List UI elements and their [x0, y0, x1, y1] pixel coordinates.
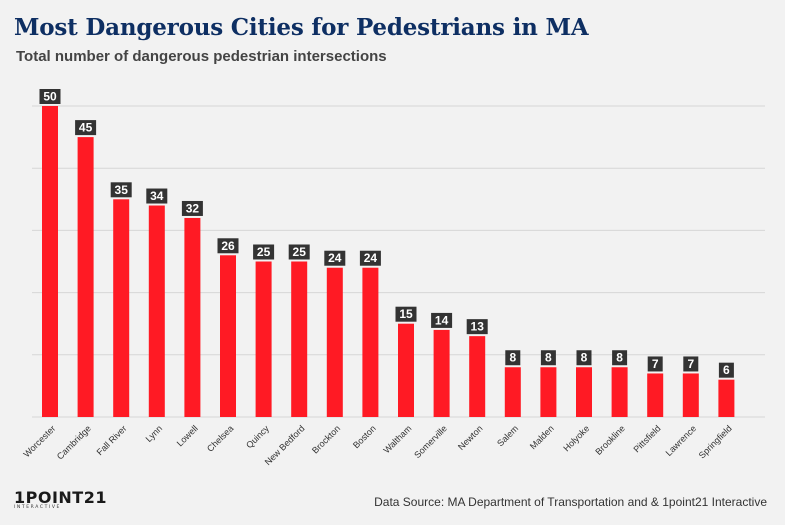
- data-label: 24: [328, 251, 342, 265]
- data-label-bg: [110, 182, 132, 198]
- data-label-bg: [718, 362, 734, 378]
- data-label: 15: [399, 307, 413, 321]
- data-label-bg: [359, 250, 381, 266]
- bar: [113, 199, 130, 417]
- data-label-bg: [612, 350, 628, 366]
- data-label: 8: [616, 351, 623, 365]
- bar: [362, 267, 379, 417]
- bar: [682, 373, 699, 417]
- data-label-bg: [181, 200, 203, 216]
- data-label-bg: [431, 312, 453, 328]
- data-label: 14: [435, 313, 449, 327]
- bar: [220, 255, 236, 417]
- data-label-bg: [466, 319, 488, 335]
- category-label: Fall River: [95, 423, 129, 457]
- bar: [540, 367, 557, 417]
- logo-sub-text: INTERACTIVE: [14, 505, 61, 510]
- category-label: Pittsfield: [631, 423, 662, 454]
- bar: [433, 329, 450, 417]
- data-label-bg: [75, 120, 97, 136]
- bar: [184, 217, 201, 417]
- data-label-bg: [395, 306, 417, 322]
- bar: [718, 379, 735, 417]
- category-label: Malden: [528, 423, 556, 451]
- bar: [398, 323, 414, 417]
- brand-logo: 1POINT21 INTERACTIVE: [14, 488, 107, 510]
- data-label-bg: [146, 188, 168, 204]
- bar: [77, 137, 94, 417]
- data-label-bg: [253, 244, 275, 260]
- data-label: 8: [581, 351, 588, 365]
- category-label: Springfield: [697, 423, 734, 460]
- data-source-note: Data Source: MA Department of Transporta…: [374, 495, 767, 509]
- bar: [576, 367, 592, 417]
- data-label: 35: [115, 183, 129, 197]
- category-label: Newton: [456, 423, 485, 452]
- data-label: 13: [471, 320, 485, 334]
- category-label: Lawrence: [664, 423, 699, 458]
- bar: [504, 367, 521, 417]
- category-label: Somerville: [412, 423, 449, 460]
- data-label: 6: [723, 363, 730, 377]
- data-label-bg: [576, 350, 592, 366]
- data-label: 8: [545, 351, 552, 365]
- category-label: Cambridge: [55, 423, 93, 461]
- category-label: Brookline: [593, 423, 627, 457]
- logo-main-text: 1POINT21: [14, 488, 107, 507]
- data-label-bg: [540, 350, 556, 366]
- category-label: Lynn: [144, 423, 165, 444]
- category-label: Chelsea: [205, 423, 235, 453]
- category-label: Lowell: [175, 423, 200, 448]
- data-label: 26: [221, 239, 235, 253]
- bar: [611, 367, 628, 417]
- data-label: 7: [687, 357, 694, 371]
- data-label: 25: [257, 245, 271, 259]
- category-label: Salem: [495, 423, 520, 448]
- bar: [291, 261, 308, 417]
- data-label: 45: [79, 121, 93, 135]
- data-label-bg: [683, 356, 699, 372]
- category-label: Quincy: [244, 423, 271, 450]
- data-label: 7: [652, 357, 659, 371]
- data-label: 24: [364, 251, 378, 265]
- bar: [469, 336, 486, 417]
- data-label: 34: [150, 189, 164, 203]
- bar: [148, 205, 165, 417]
- bar: [647, 373, 664, 417]
- data-label-bg: [324, 250, 346, 266]
- data-label-bg: [39, 89, 61, 104]
- data-label-bg: [647, 356, 663, 372]
- bar: [42, 106, 58, 417]
- bar: [255, 261, 272, 417]
- data-label-bg: [217, 238, 239, 254]
- category-label: Brockton: [310, 423, 342, 455]
- data-label: 50: [43, 90, 57, 104]
- bar: [326, 267, 343, 417]
- data-label: 8: [509, 351, 516, 365]
- category-label: Waltham: [381, 423, 413, 455]
- data-label-bg: [505, 350, 521, 366]
- chart-subtitle: Total number of dangerous pedestrian int…: [16, 48, 387, 65]
- category-label: Worcester: [21, 423, 57, 459]
- data-label: 25: [293, 245, 307, 259]
- category-label: Holyoke: [561, 423, 591, 453]
- data-label-bg: [288, 244, 310, 260]
- category-label: Boston: [351, 423, 378, 450]
- chart-title: Most Dangerous Cities for Pedestrians in…: [14, 14, 589, 41]
- data-label: 32: [186, 201, 200, 215]
